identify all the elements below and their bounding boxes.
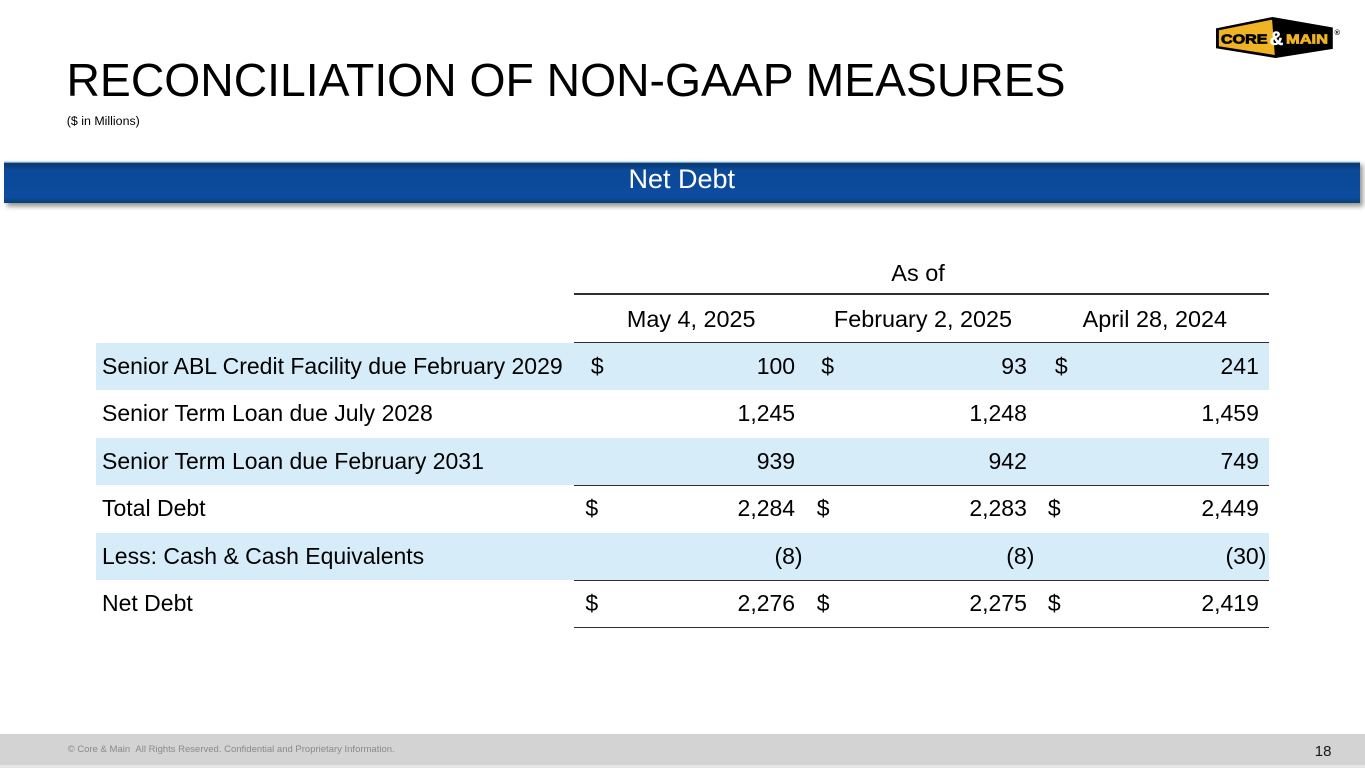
- svg-text:CORE: CORE: [1221, 31, 1268, 46]
- svg-text:MAIN: MAIN: [1286, 31, 1328, 46]
- svg-text:&: &: [1270, 29, 1284, 50]
